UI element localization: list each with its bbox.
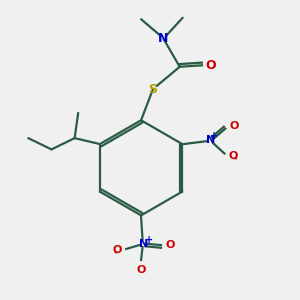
Text: O: O [229,121,239,131]
Text: +: + [210,131,218,141]
Text: O: O [112,244,122,255]
Text: -: - [113,248,118,257]
Text: N: N [140,238,149,249]
Text: +: + [145,235,153,245]
Text: -: - [232,154,237,164]
Text: O: O [206,59,216,72]
Text: N: N [206,135,215,145]
Text: O: O [136,265,146,275]
Text: S: S [148,82,158,96]
Text: O: O [229,151,238,161]
Text: N: N [158,32,169,45]
Text: O: O [166,239,175,250]
